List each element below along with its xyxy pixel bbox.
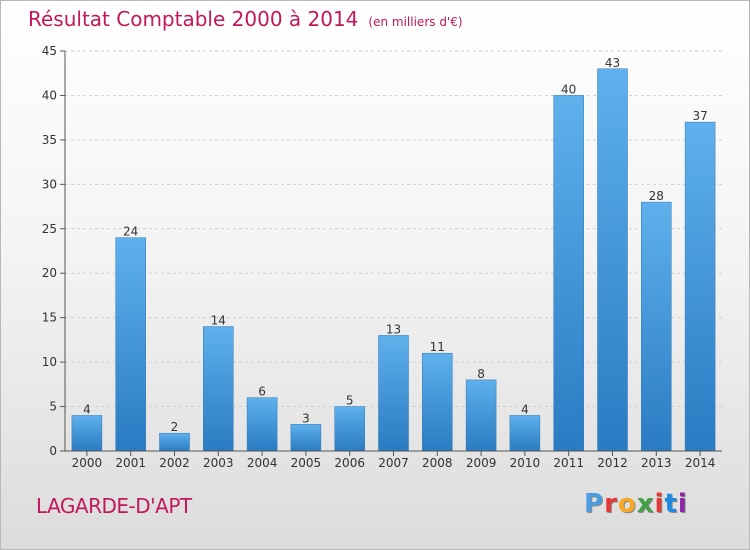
y-tick-label: 35: [42, 133, 57, 147]
bar: [71, 415, 103, 452]
bar: [597, 68, 628, 452]
bar: [334, 406, 365, 452]
bar: [203, 326, 234, 452]
data-label: 11: [430, 340, 445, 354]
logo-letter: t: [664, 489, 678, 519]
bar: [684, 121, 716, 452]
data-label: 28: [649, 189, 664, 203]
logo-letter: r: [604, 489, 618, 519]
logo-letter: x: [636, 489, 655, 519]
bar: [115, 237, 146, 452]
x-tick-label: 2001: [115, 456, 146, 470]
data-label: 43: [605, 56, 620, 70]
data-label: 14: [211, 314, 226, 328]
x-tick-label: 2004: [247, 456, 278, 470]
y-tick-label: 10: [42, 355, 57, 369]
y-tick-label: 15: [42, 311, 57, 325]
logo-letter: o: [617, 489, 637, 519]
x-tick-label: 2005: [291, 456, 322, 470]
data-label: 24: [123, 225, 138, 239]
bar: [378, 335, 409, 452]
data-label: 4: [83, 402, 91, 416]
bar: [246, 397, 278, 452]
x-tick-label: 2006: [334, 456, 365, 470]
data-label: 37: [692, 109, 707, 123]
data-label: 40: [561, 82, 576, 96]
x-tick-label: 2012: [597, 456, 628, 470]
y-tick-label: 0: [49, 444, 57, 458]
x-tick-label: 2011: [553, 456, 584, 470]
chart-unit-label: (en milliers d'€): [368, 15, 463, 29]
x-tick-label: 2000: [72, 456, 103, 470]
chart-title-text: Résultat Comptable 2000 à 2014: [28, 7, 359, 31]
bar: [553, 95, 584, 452]
logo-letter: i: [677, 489, 688, 519]
bar: [422, 352, 453, 452]
y-tick-label: 25: [42, 222, 57, 236]
y-tick-label: 45: [42, 44, 57, 58]
bar: [509, 415, 541, 452]
bar: [465, 379, 497, 452]
x-tick-label: 2009: [466, 456, 497, 470]
x-tick-label: 2008: [422, 456, 453, 470]
data-label: 4: [521, 402, 529, 416]
y-tick-label: 5: [49, 400, 57, 414]
data-label: 5: [346, 394, 354, 408]
data-label: 13: [386, 322, 401, 336]
x-tick-label: 2002: [159, 456, 190, 470]
x-tick-label: 2003: [203, 456, 234, 470]
data-label: 2: [171, 420, 179, 434]
commune-name: LAGARDE-D'APT: [36, 494, 192, 518]
y-tick-label: 20: [42, 266, 57, 280]
y-tick-label: 40: [42, 88, 57, 102]
bar: [159, 432, 190, 452]
logo-letter: i: [654, 489, 665, 519]
bar: [641, 201, 672, 452]
x-tick-label: 2014: [685, 456, 716, 470]
proxiti-logo: Proxiti: [584, 489, 688, 519]
bar: [290, 424, 322, 452]
y-tick-label: 30: [42, 177, 57, 191]
x-tick-label: 2013: [641, 456, 672, 470]
data-label: 8: [477, 367, 485, 381]
data-label: 3: [302, 411, 310, 425]
x-tick-label: 2010: [510, 456, 541, 470]
logo-letter: P: [584, 489, 605, 519]
x-tick-label: 2007: [378, 456, 409, 470]
chart-title: Résultat Comptable 2000 à 2014 (en millie…: [28, 7, 463, 31]
data-label: 6: [258, 385, 266, 399]
